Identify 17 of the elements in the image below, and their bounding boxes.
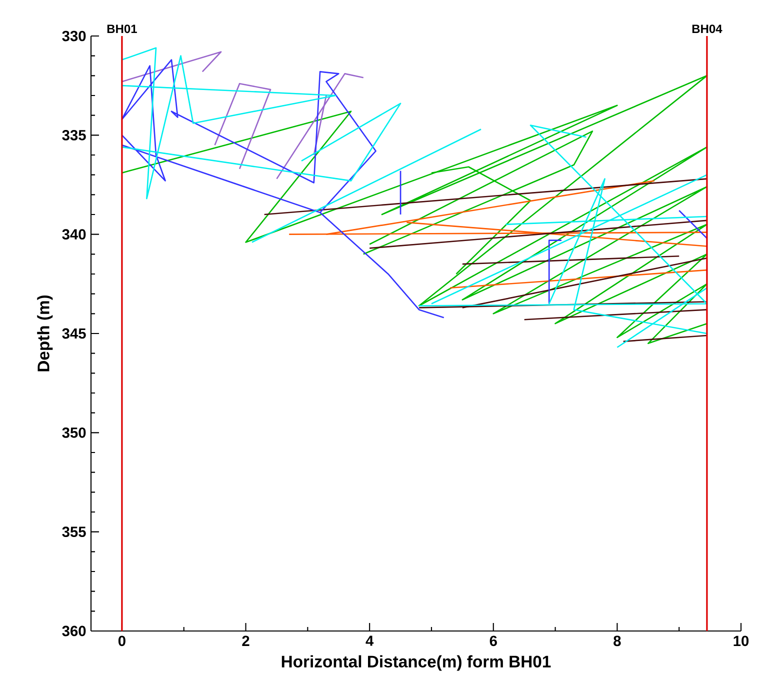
x-tick-label: 4 <box>366 636 374 646</box>
y-tick-label: 340 <box>62 229 86 240</box>
x-tick-label: 0 <box>118 636 126 646</box>
y-tick-label: 335 <box>62 130 86 140</box>
y-tick-label: 350 <box>62 427 86 438</box>
x-tick-label: 10 <box>734 636 749 646</box>
y-tick-label: 360 <box>62 626 86 636</box>
x-tick-label: 6 <box>490 636 497 646</box>
x-tick-label: 2 <box>242 636 250 646</box>
x-axis-title: Horizontal Distance(m) form BH01 <box>282 655 551 671</box>
y-axis-title: Depth (m) <box>37 295 53 372</box>
y-tick-label: 330 <box>62 30 86 42</box>
ref-line-label: BH01 <box>107 24 137 34</box>
y-tick-label: 355 <box>62 526 86 538</box>
x-tick-label: 8 <box>614 636 621 646</box>
ref-line-label: BH04 <box>692 24 722 34</box>
y-tick-label: 345 <box>62 328 86 339</box>
